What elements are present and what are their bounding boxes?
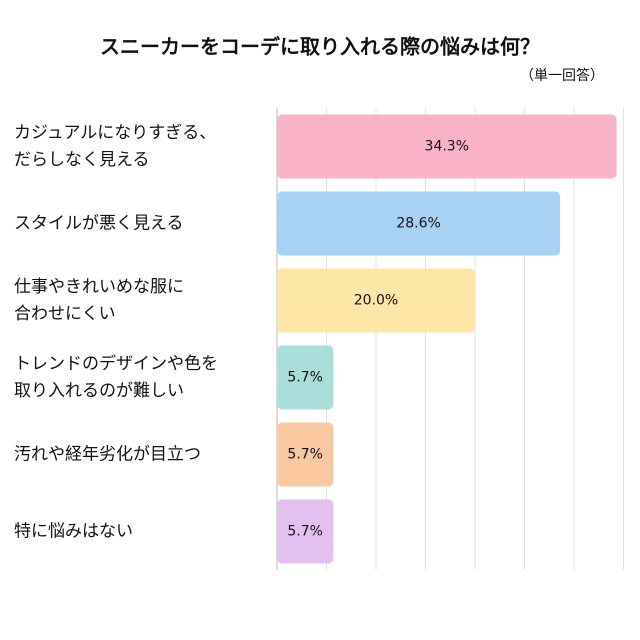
bar [277, 499, 334, 564]
value-label: 5.7% [287, 370, 323, 386]
bar [277, 114, 617, 179]
category-label: 仕事やきれいめな服に 合わせにくい [14, 276, 184, 324]
bar [277, 268, 475, 333]
value-label: 5.7% [287, 524, 323, 540]
category-label: カジュアルになりすぎる、 だらしなく見える [14, 122, 217, 170]
category-label: 特に悩みはない [14, 521, 133, 541]
value-label: 20.0% [354, 293, 398, 309]
bar [277, 345, 334, 410]
value-label: 28.6% [396, 216, 440, 232]
chart-title: スニーカーをコーデに取り入れる際の悩みは何？ [100, 35, 540, 59]
category-label: スタイルが悪く見える [14, 213, 184, 233]
bar [277, 422, 334, 487]
bar [277, 191, 561, 256]
value-label: 34.3% [425, 139, 469, 155]
value-label: 5.7% [287, 447, 323, 463]
chart-subtitle: （単一回答） [520, 67, 604, 84]
category-label: 汚れや経年劣化が目立つ [14, 444, 201, 464]
category-label: トレンドのデザインや色を 取り入れるのが難しい [14, 353, 218, 401]
